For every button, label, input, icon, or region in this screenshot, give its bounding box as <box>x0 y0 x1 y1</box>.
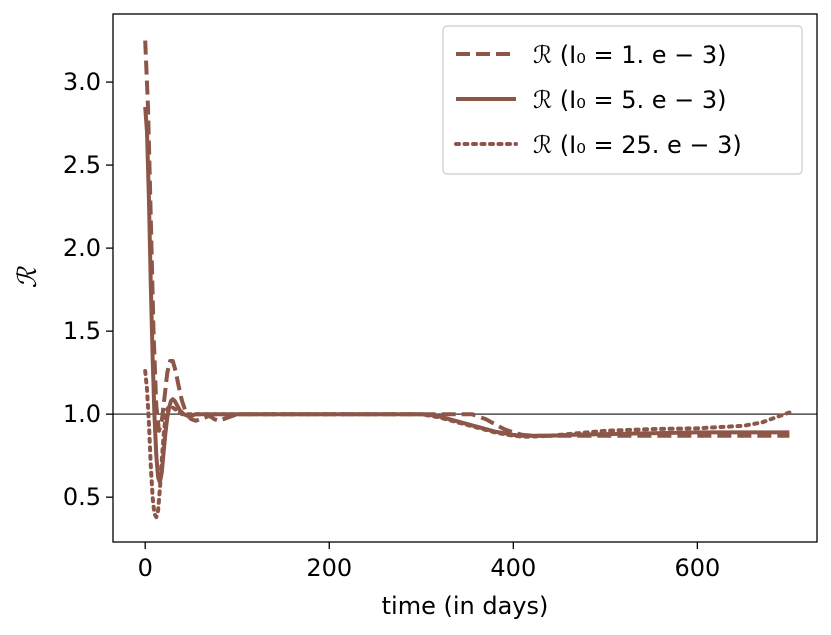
y-tick-label: 1.5 <box>63 317 101 345</box>
x-tick-label: 400 <box>490 554 536 582</box>
x-tick-label: 0 <box>138 554 153 582</box>
y-tick-label: 0.5 <box>63 483 101 511</box>
series-line-dotted <box>143 369 792 520</box>
y-tick-label: 2.5 <box>63 151 101 179</box>
plot-frame <box>112 13 818 543</box>
legend-entry-label: ℛ (I₀ = 5. e − 3) <box>533 86 727 114</box>
y-tick-label: 3.0 <box>63 68 101 96</box>
x-tick-label: 200 <box>306 554 352 582</box>
legend: ℛ (I₀ = 1. e − 3) ℛ (I₀ = 5. e − 3) ℛ (I₀ … <box>442 25 803 175</box>
legend-entry-label: ℛ (I₀ = 1. e − 3) <box>533 41 727 69</box>
x-axis-label: time (in days) <box>382 592 549 620</box>
y-axis: 0.5 1.0 1.5 2.0 2.5 3.0 <box>63 68 113 511</box>
y-axis-label: ℛ <box>13 265 43 288</box>
y-tick-label: 1.0 <box>63 400 101 428</box>
x-axis: 0 200 400 600 <box>138 542 720 582</box>
legend-entry-label: ℛ (I₀ = 25. e − 3) <box>533 131 742 159</box>
x-tick-label: 600 <box>674 554 720 582</box>
y-tick-label: 2.0 <box>63 234 101 262</box>
legend-box <box>442 25 803 175</box>
